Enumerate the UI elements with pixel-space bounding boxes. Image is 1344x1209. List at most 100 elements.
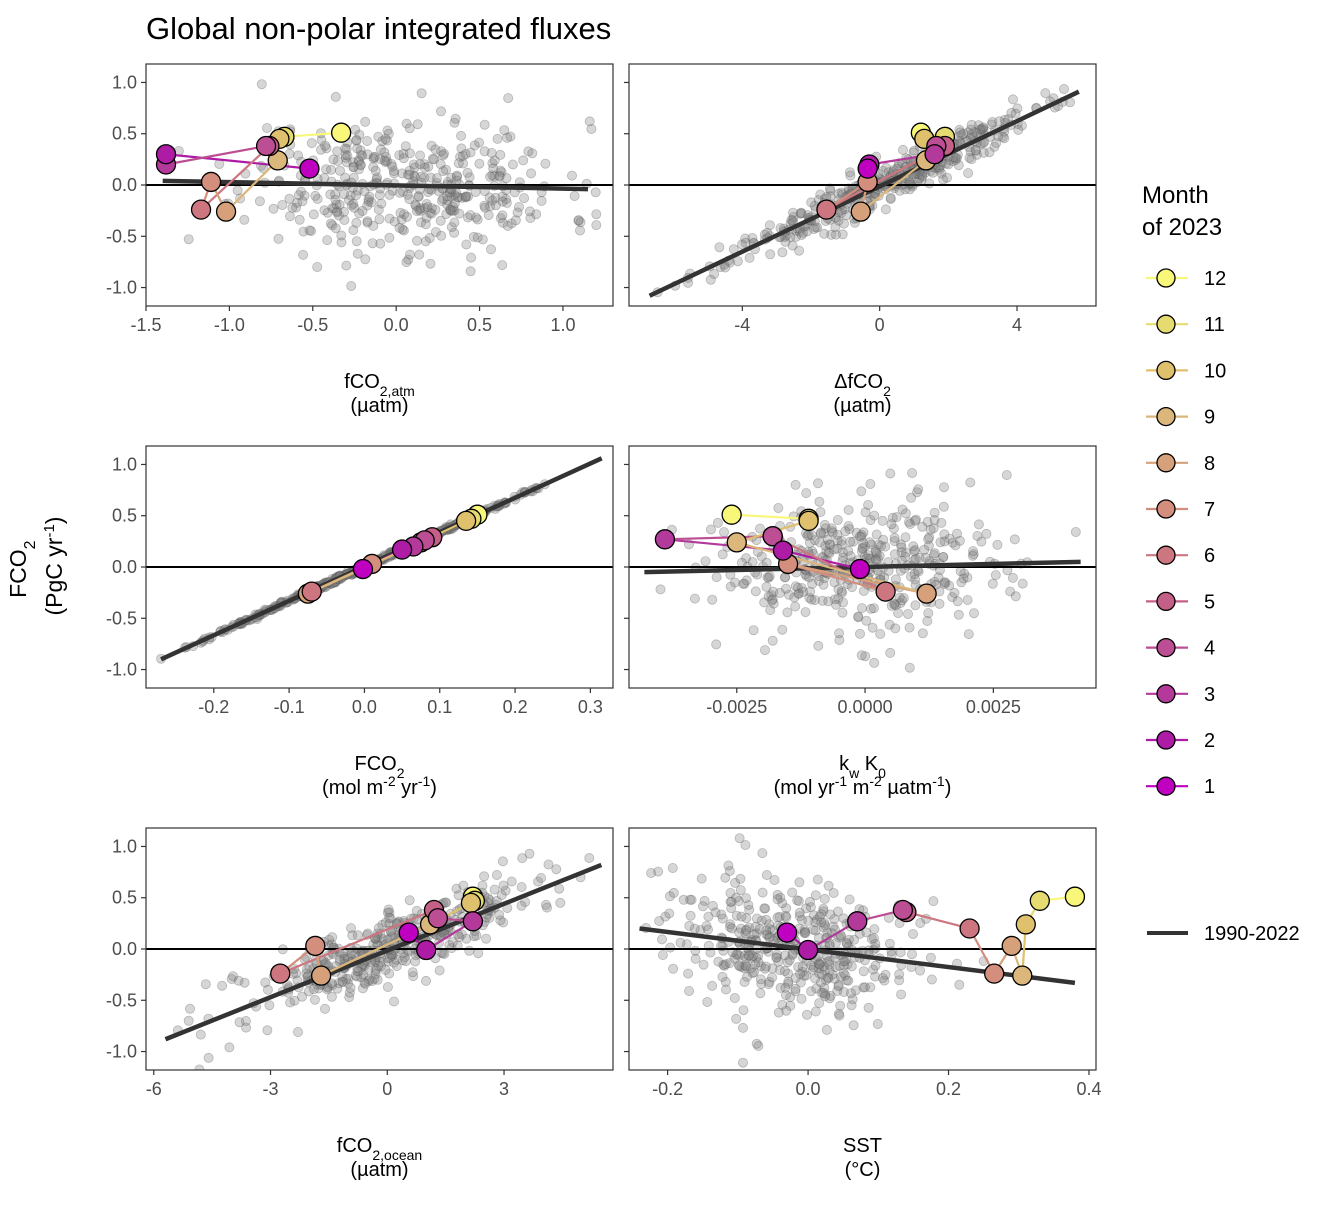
scatter-point — [396, 214, 407, 225]
scatter-point — [756, 551, 767, 562]
scatter-point — [725, 919, 736, 930]
scatter-point — [711, 572, 722, 583]
scatter-point — [795, 977, 806, 988]
scatter-point — [789, 592, 800, 603]
scatter-point — [741, 893, 752, 904]
scatter-point — [741, 913, 752, 924]
scatter-point — [944, 533, 955, 544]
scatter-point — [256, 79, 267, 90]
y-tick-label: -0.5 — [106, 990, 137, 1010]
scatter-point — [217, 980, 228, 991]
scatter-point — [273, 233, 284, 244]
scatter-point — [783, 978, 794, 989]
scatter-point — [489, 155, 500, 166]
scatter-point — [736, 962, 747, 973]
scatter-point — [241, 1022, 252, 1033]
scatter-point — [807, 578, 818, 589]
scatter-point — [739, 963, 750, 974]
scatter-point — [989, 141, 1000, 152]
scatter-point — [747, 232, 758, 243]
scatter-point — [415, 205, 426, 216]
scatter-point — [968, 546, 979, 557]
scatter-point — [384, 213, 395, 224]
scatter-point — [814, 537, 825, 548]
month-segment — [200, 145, 271, 211]
scatter-point — [298, 249, 309, 260]
scatter-point — [717, 913, 728, 924]
scatter-point — [953, 160, 964, 171]
scatter-point — [414, 204, 425, 215]
scatter-point — [846, 988, 857, 999]
scatter-point — [777, 898, 788, 909]
scatter-point — [910, 554, 921, 565]
scatter-point — [370, 165, 381, 176]
scatter-point — [484, 192, 495, 203]
scatter-point — [832, 535, 843, 546]
scatter-point — [738, 1057, 749, 1068]
scatter-point — [835, 1000, 846, 1011]
scatter-point — [495, 213, 506, 224]
scatter-point — [590, 187, 601, 198]
scatter-point — [755, 974, 766, 985]
scatter-point — [500, 193, 511, 204]
scatter-point — [844, 524, 855, 535]
x-tick-label: 0.4 — [1076, 1079, 1101, 1099]
scatter-point — [833, 980, 844, 991]
scatter-point — [499, 125, 510, 136]
scatter-point — [764, 571, 775, 582]
scatter-point — [865, 478, 876, 489]
scatter-point — [348, 198, 359, 209]
scatter-point — [453, 158, 464, 169]
scatter-point — [781, 583, 792, 594]
scatter-point — [859, 541, 870, 552]
scatter-point — [296, 186, 307, 197]
scatter-point — [376, 198, 387, 209]
scatter-point — [494, 170, 505, 181]
scatter-point — [573, 215, 584, 226]
scatter-point — [911, 514, 922, 525]
scatter-point — [306, 225, 317, 236]
scatter-point — [809, 595, 820, 606]
scatter-point — [720, 976, 731, 987]
scatter-point — [498, 917, 509, 928]
scatter-point — [822, 972, 833, 983]
scatter-point — [438, 193, 449, 204]
scatter-point — [774, 911, 785, 922]
scatter-point — [736, 911, 747, 922]
scatter-point — [873, 539, 884, 550]
scatter-point — [929, 550, 940, 561]
scatter-point — [809, 223, 820, 234]
panel-sst: -0.2 0.0 0.2 0.4 SST(°C) — [624, 827, 1101, 1181]
scatter-point — [403, 254, 414, 265]
scatter-point — [886, 519, 897, 530]
scatter-point — [924, 178, 935, 189]
scatter-point — [972, 531, 983, 542]
y-tick-label: 0.0 — [112, 557, 137, 577]
scatter-point — [333, 210, 344, 221]
month-point-8 — [215, 201, 237, 222]
scatter-point — [856, 530, 867, 541]
scatter-point — [668, 887, 679, 898]
scatter-point — [435, 159, 446, 170]
scatter-point — [780, 982, 791, 993]
scatter-point — [767, 972, 778, 983]
scatter-point — [814, 575, 825, 586]
scatter-point — [802, 530, 813, 541]
scatter-point — [792, 895, 803, 906]
scatter-point — [734, 960, 745, 971]
scatter-point — [895, 947, 906, 958]
scatter-point — [861, 927, 872, 938]
scatter-point — [447, 937, 458, 948]
scatter-point — [748, 951, 759, 962]
scatter-point — [386, 159, 397, 170]
scatter-point — [430, 144, 441, 155]
scatter-point — [838, 597, 849, 608]
scatter-point — [834, 1010, 845, 1021]
scatter-point — [819, 918, 830, 929]
scatter-point — [352, 930, 363, 941]
scatter-point — [358, 969, 369, 980]
scatter-point — [806, 197, 817, 208]
scatter-point — [831, 599, 842, 610]
scatter-point — [936, 517, 947, 528]
scatter-point — [1010, 108, 1021, 119]
